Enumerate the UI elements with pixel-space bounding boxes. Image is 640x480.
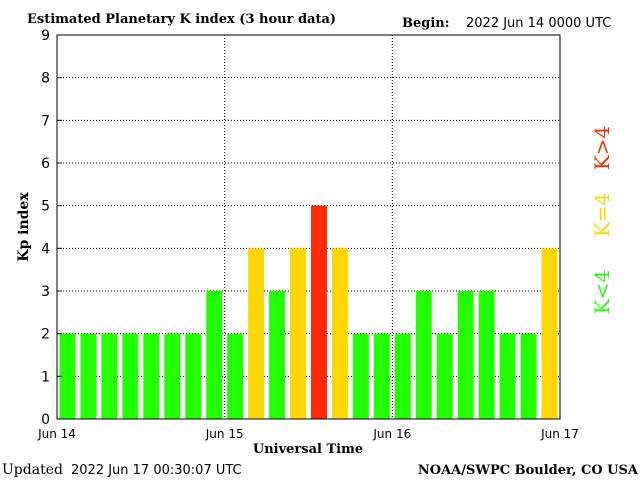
kp-bar — [248, 248, 265, 419]
kp-bar — [541, 248, 558, 419]
bars — [59, 205, 558, 419]
kp-bar — [206, 291, 223, 419]
kp-bar — [59, 333, 76, 419]
kp-bar — [457, 291, 474, 419]
kp-bar — [373, 333, 390, 419]
kp-bar — [499, 333, 516, 419]
begin-value: 2022 Jun 14 0000 UTC — [466, 16, 611, 31]
y-tick-label: 4 — [41, 241, 50, 257]
kp-bar — [394, 333, 411, 419]
y-tick-labels: 0 1 2 3 4 5 6 7 8 9 — [41, 28, 62, 428]
y-tick-label: 2 — [41, 327, 50, 343]
y-axis-label: Kp index — [16, 192, 32, 262]
y-tick-label: 8 — [41, 71, 50, 87]
kp-bar — [311, 205, 327, 419]
x-tick-label: Jun 14 — [37, 427, 76, 441]
plot-frame — [56, 34, 561, 420]
y-tick-label: 7 — [41, 113, 50, 129]
kp-bar — [478, 291, 495, 419]
updated-value: 2022 Jun 17 00:30:07 UTC — [71, 463, 242, 478]
kp-bar — [164, 333, 181, 419]
y-tick-label: 0 — [41, 412, 50, 428]
kp-bar — [80, 333, 97, 419]
legend-item: K=4 — [590, 193, 614, 237]
kp-bar — [185, 333, 202, 419]
kp-bar — [290, 248, 306, 419]
updated-label: Updated — [2, 462, 63, 478]
x-axis-label: Universal Time — [253, 442, 363, 457]
y-tick-label: 3 — [41, 284, 50, 300]
kp-bar — [520, 333, 537, 419]
kp-bar — [436, 333, 453, 419]
kp-bar — [331, 248, 348, 419]
legend-item: K>4 — [590, 126, 614, 170]
chart-title: Estimated Planetary K index (3 hour data… — [27, 12, 336, 27]
grid-lines — [57, 34, 560, 419]
y-tick-label: 6 — [41, 156, 50, 172]
y-tick-label: 9 — [41, 28, 50, 44]
y-tick-label: 1 — [41, 369, 50, 385]
y-tick-label: 5 — [41, 199, 50, 215]
x-tick-labels: Jun 14 Jun 15 Jun 16 Jun 17 — [37, 427, 579, 441]
x-tick-label: Jun 16 — [372, 427, 411, 441]
kp-bar — [101, 333, 118, 419]
kp-bar — [143, 333, 160, 419]
kp-bar — [415, 291, 432, 419]
source-credit: NOAA/SWPC Boulder, CO USA — [418, 463, 639, 478]
legend: K<4 K=4 K>4 — [590, 126, 614, 314]
x-tick-label: Jun 15 — [205, 427, 244, 441]
kp-bar — [122, 333, 139, 419]
kp-bar — [227, 333, 244, 419]
begin-label: Begin: — [402, 16, 450, 31]
legend-item: K<4 — [590, 270, 614, 314]
x-tick-label: Jun 17 — [540, 427, 579, 441]
kp-bar — [352, 333, 369, 419]
kp-bar — [269, 291, 286, 419]
